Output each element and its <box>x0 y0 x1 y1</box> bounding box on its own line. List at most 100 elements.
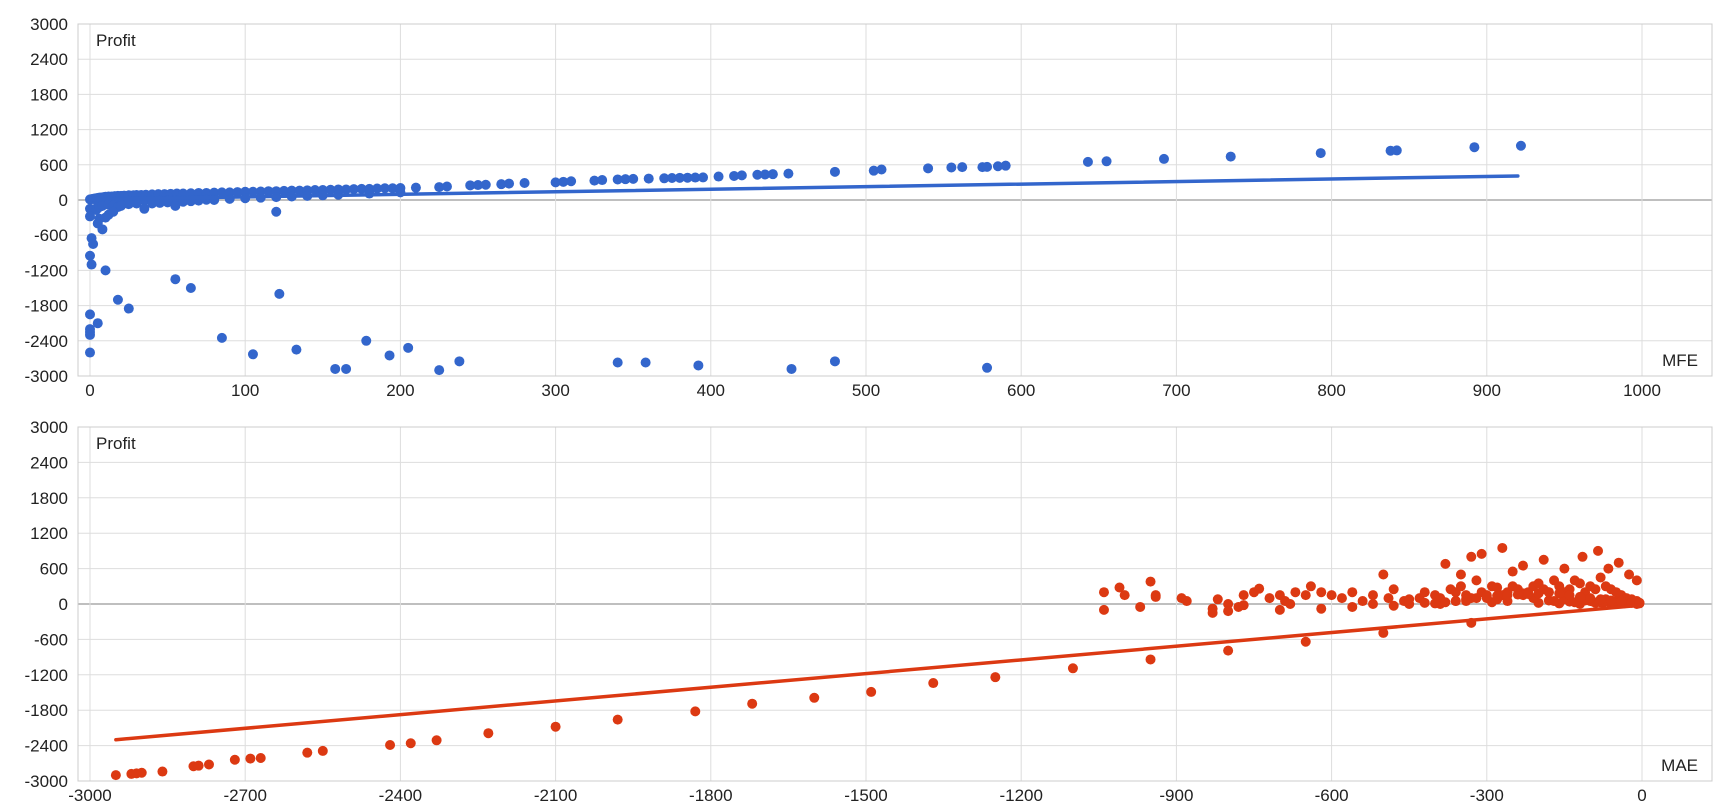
data-point <box>232 187 243 198</box>
data-point <box>1378 569 1389 580</box>
data-point <box>786 363 797 374</box>
mfe-chart: 3000 2400 1800 1200 600 0 -600 -1200 -1800 -2400-… <box>25 15 1713 400</box>
data-point <box>1000 160 1011 171</box>
data-point <box>1316 587 1327 598</box>
y-tick-label: -2400 <box>25 737 68 756</box>
data-point <box>1624 569 1635 580</box>
data-point <box>1225 151 1236 162</box>
data-point <box>1502 590 1513 601</box>
data-point <box>767 169 778 180</box>
mfe-scatter-plot: 30002400180012006000-600-1200-1800-2400-… <box>25 15 1713 400</box>
mae-scatter-plot: 3000 2400 1800 1200 600 0 -600 -1200 -1800 -2400 -… <box>25 418 1713 805</box>
x-tick-label: 0 <box>1637 786 1646 805</box>
data-point <box>193 760 204 771</box>
data-point <box>923 163 934 174</box>
data-point <box>88 239 99 249</box>
x-tick-label: -1500 <box>844 786 887 805</box>
y-tick-label: 2400 <box>30 50 68 69</box>
data-point <box>682 172 693 183</box>
data-point <box>85 211 95 222</box>
data-point <box>85 347 95 358</box>
data-point <box>809 692 820 703</box>
data-point <box>990 672 1001 683</box>
x-tick-label: -300 <box>1470 786 1504 805</box>
data-point <box>752 169 763 180</box>
data-point <box>946 162 957 173</box>
data-point <box>1316 603 1327 614</box>
data-point <box>1616 596 1627 607</box>
data-point <box>1471 575 1482 586</box>
data-point <box>1383 593 1394 604</box>
data-point <box>1455 581 1466 592</box>
data-point <box>1223 599 1234 609</box>
data-point <box>110 770 121 781</box>
data-point <box>640 357 651 368</box>
y-tick-label: -600 <box>34 226 68 245</box>
data-point <box>876 164 887 175</box>
data-point <box>1574 591 1585 602</box>
data-point <box>1492 590 1503 601</box>
data-point <box>387 183 398 194</box>
data-point <box>760 169 771 180</box>
data-point <box>1067 663 1078 674</box>
data-point <box>550 177 561 188</box>
data-point <box>434 182 445 193</box>
y-axis-label: Profit <box>96 434 136 453</box>
data-point <box>519 177 530 188</box>
data-point <box>1543 587 1554 598</box>
data-point <box>1238 590 1249 601</box>
x-tick-label: 800 <box>1317 381 1345 400</box>
data-point <box>92 218 103 229</box>
data-point <box>992 161 1003 172</box>
x-tick-label: 100 <box>231 381 259 400</box>
data-point <box>310 185 321 196</box>
data-point <box>454 356 465 367</box>
data-point <box>154 197 165 208</box>
data-point <box>1455 569 1466 580</box>
y-tick-label: 3000 <box>30 418 68 437</box>
x-axis-label: MFE <box>1662 351 1698 370</box>
data-point <box>1367 599 1378 609</box>
data-point <box>659 173 670 184</box>
y-tick-label: -600 <box>34 630 68 649</box>
data-point <box>193 187 204 198</box>
plot-border <box>77 426 1713 782</box>
data-point <box>1290 587 1301 598</box>
data-point <box>1254 583 1265 594</box>
data-point <box>928 678 939 689</box>
data-point <box>185 283 196 293</box>
data-point <box>123 303 134 314</box>
x-tick-label: 300 <box>541 381 569 400</box>
data-point <box>483 728 494 739</box>
data-point <box>245 753 256 764</box>
data-point <box>496 179 507 190</box>
data-point <box>1605 595 1616 606</box>
data-point <box>1098 587 1109 598</box>
y-tick-label: -3000 <box>25 772 68 791</box>
data-point <box>1492 582 1503 593</box>
data-point <box>1378 627 1389 638</box>
data-point <box>85 250 95 261</box>
data-point <box>504 178 515 189</box>
x-tick-label: -2100 <box>534 786 577 805</box>
trendline <box>88 174 1520 202</box>
data-point <box>612 174 623 185</box>
data-point <box>385 740 396 751</box>
data-point <box>1305 581 1316 592</box>
data-point <box>1549 596 1560 607</box>
data-point <box>170 200 181 211</box>
data-point <box>1300 590 1311 601</box>
data-point <box>1336 593 1347 604</box>
data-point <box>1515 140 1526 151</box>
data-point <box>667 173 677 183</box>
data-point <box>713 171 724 182</box>
plot-border <box>77 23 1713 377</box>
data-point <box>1391 145 1402 156</box>
data-point <box>384 350 395 361</box>
data-point <box>100 212 111 223</box>
y-tick-label: 1200 <box>30 524 68 543</box>
x-tick-label: 0 <box>85 381 94 400</box>
y-tick-label: -3000 <box>25 367 68 386</box>
data-point <box>112 294 123 305</box>
data-point <box>783 168 794 179</box>
